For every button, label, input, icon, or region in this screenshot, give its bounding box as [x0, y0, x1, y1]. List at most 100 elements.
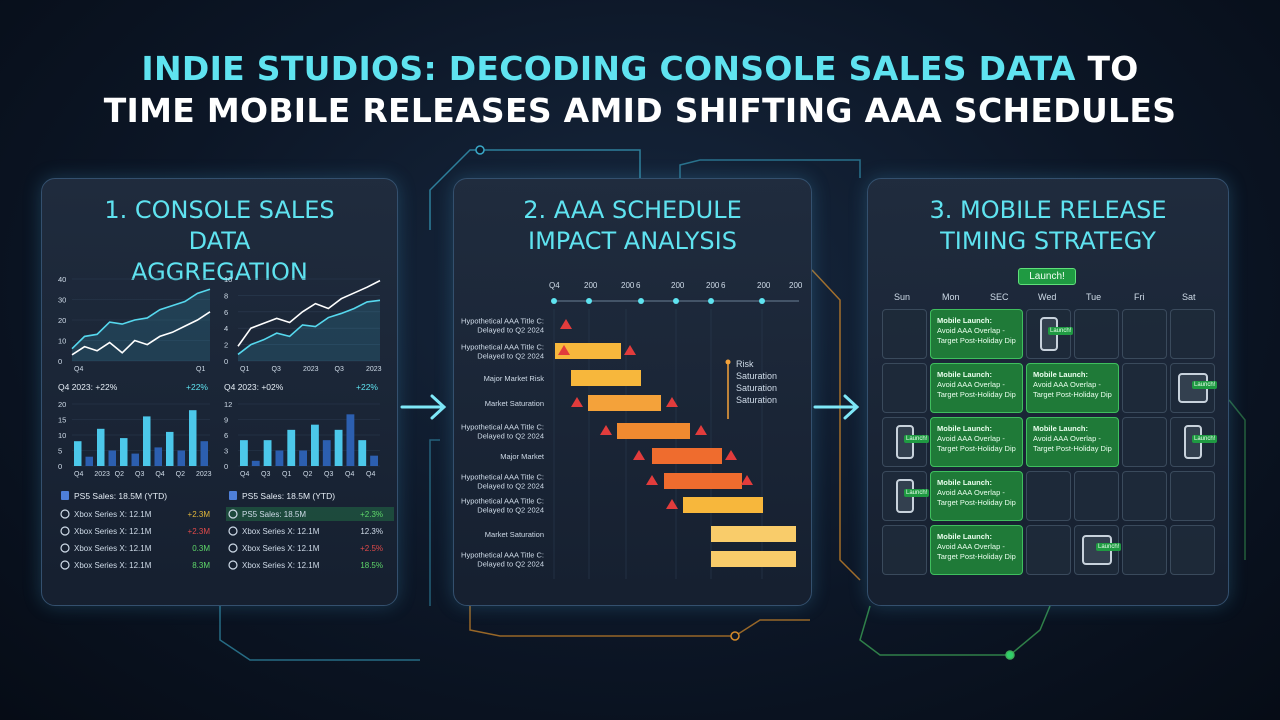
y-tick-label: 5 — [58, 447, 62, 456]
event-line: Avoid AAA Overlap - — [1033, 380, 1101, 389]
event-line: Avoid AAA Overlap - — [937, 326, 1005, 335]
calendar-cell[interactable] — [1074, 471, 1119, 521]
calendar-cell[interactable] — [882, 363, 927, 413]
x-tick-label: Q3 — [261, 471, 270, 478]
bar — [200, 441, 208, 466]
calendar-cell[interactable] — [1122, 363, 1167, 413]
device-launch-tag: Launch! — [904, 489, 930, 497]
timeline-node — [708, 298, 714, 304]
event-title: Mobile Launch: — [937, 424, 992, 433]
event-title: Mobile Launch: — [1033, 370, 1088, 379]
series-line — [237, 299, 381, 356]
event-line: Avoid AAA Overlap - — [937, 380, 1005, 389]
timeline-node — [759, 298, 765, 304]
event-title: Mobile Launch: — [937, 532, 992, 541]
bar — [154, 447, 162, 466]
xbox-icon — [228, 543, 238, 553]
calendar-cell[interactable] — [1122, 471, 1167, 521]
row-label: Delayed to Q2 2024 — [477, 432, 544, 441]
table-row-label: Xbox Series X: 12.1M — [242, 561, 320, 570]
bar — [358, 440, 367, 466]
timeline-label: 200 — [671, 281, 685, 290]
row-label: Delayed to Q2 2024 — [477, 352, 544, 361]
calendar-cell[interactable] — [882, 525, 927, 575]
y-tick-label: 10 — [224, 275, 232, 284]
calendar-cell[interactable] — [1122, 417, 1167, 467]
y-tick-label: 6 — [224, 431, 228, 440]
x-tick-label: 2023 — [366, 366, 382, 373]
event-line: Target Post-Holiday Dip — [937, 444, 1016, 453]
y-tick-label: 10 — [58, 337, 66, 346]
table-row-value: 12.3% — [360, 527, 383, 536]
calendar-cell[interactable] — [1122, 309, 1167, 359]
warning-icon — [695, 425, 707, 435]
calendar-event-cell[interactable]: Mobile Launch: Avoid AAA Overlap - Target … — [930, 525, 1023, 575]
timeline-label: 200 — [584, 281, 598, 290]
y-tick-label: 9 — [224, 416, 228, 425]
page-title: INDIE STUDIOS: DECODING CONSOLE SALES DA… — [0, 48, 1280, 132]
device-launch-tag: Launch! — [904, 435, 930, 443]
x-tick-label: Q2 — [176, 471, 185, 478]
mobile-launch-event: Mobile Launch: Avoid AAA Overlap - Target … — [933, 313, 1020, 349]
title-line2: TIME MOBILE RELEASES AMID SHIFTING AAA S… — [103, 91, 1177, 130]
table-row-value: 0.3M — [192, 544, 210, 553]
warning-icon — [624, 345, 636, 355]
panel-mobile-release: 3. MOBILE RELEASE TIMING STRATEGY Launch… — [867, 178, 1229, 606]
row-label: Hypothetical AAA Title C: — [461, 423, 544, 432]
y-tick-label: 20 — [58, 400, 66, 409]
row-label: Delayed to Q2 2024 — [477, 326, 544, 335]
x-tick-label: Q3 — [135, 471, 144, 478]
x-tick-label: Q3 — [272, 366, 281, 373]
event-line: Avoid AAA Overlap - — [1033, 434, 1101, 443]
bar — [108, 450, 116, 466]
timeline-label: 6 — [636, 281, 641, 290]
event-title: Mobile Launch: — [937, 316, 992, 325]
row-label: Delayed to Q2 2024 — [477, 560, 544, 569]
timeline-label: Q4 — [549, 281, 560, 290]
y-tick-label: 6 — [224, 308, 228, 317]
arrow-icon — [813, 394, 860, 420]
device-launch-tag: Launch! — [1096, 543, 1122, 551]
device-launch-tag: Launch! — [1192, 435, 1218, 443]
calendar-cell[interactable] — [1122, 525, 1167, 575]
timeline-label: 200 — [757, 281, 771, 290]
gantt-bar — [555, 343, 621, 359]
gantt-bar — [664, 473, 742, 489]
table-row-value: +2.3M — [188, 527, 211, 536]
calendar-event-cell[interactable]: Mobile Launch: Avoid AAA Overlap - Target … — [930, 417, 1023, 467]
series-line — [71, 311, 211, 356]
calendar-cell[interactable] — [1026, 525, 1071, 575]
day-header: Mon — [942, 292, 960, 302]
xbox-icon — [228, 509, 238, 519]
y-tick-label: 0 — [58, 462, 62, 471]
calendar-cell[interactable] — [1074, 309, 1119, 359]
calendar-event-cell[interactable]: Mobile Launch: Avoid AAA Overlap - Target … — [1026, 363, 1119, 413]
bar — [287, 429, 296, 466]
event-line: Target Post-Holiday Dip — [937, 390, 1016, 399]
table-row-value: +2.3% — [360, 510, 383, 519]
x-tick-label: Q4 — [74, 471, 83, 478]
panel-heading: 1. CONSOLE SALES DATA AGGREGATION — [104, 196, 335, 286]
x-tick-label: Q4 — [366, 471, 375, 478]
calendar-cell[interactable] — [882, 309, 927, 359]
calendar-cell[interactable] — [1170, 309, 1215, 359]
event-title: Mobile Launch: — [937, 478, 992, 487]
calendar-event-cell[interactable]: Mobile Launch: Avoid AAA Overlap - Target … — [930, 471, 1023, 521]
gantt-bar — [588, 395, 661, 411]
calendar-event-cell[interactable]: Mobile Launch: Avoid AAA Overlap - Target … — [930, 309, 1023, 359]
calendar-event-cell[interactable]: Mobile Launch: Avoid AAA Overlap - Target … — [930, 363, 1023, 413]
table-row-label: Xbox Series X: 12.1M — [74, 544, 152, 553]
timeline-label: 200 — [706, 281, 720, 290]
calendar-cell[interactable] — [1170, 471, 1215, 521]
y-tick-label: 0 — [58, 357, 62, 366]
calendar-event-cell[interactable]: Mobile Launch: Avoid AAA Overlap - Target … — [1026, 417, 1119, 467]
calendar-cell[interactable] — [1026, 471, 1071, 521]
calendar-cell[interactable] — [1170, 525, 1215, 575]
row-label: Market Saturation — [485, 399, 544, 408]
y-tick-label: 2 — [224, 341, 228, 350]
warning-icon — [666, 499, 678, 509]
bar — [177, 450, 185, 466]
x-tick-label: Q4 — [74, 366, 83, 373]
y-tick-label: 12 — [224, 400, 232, 409]
